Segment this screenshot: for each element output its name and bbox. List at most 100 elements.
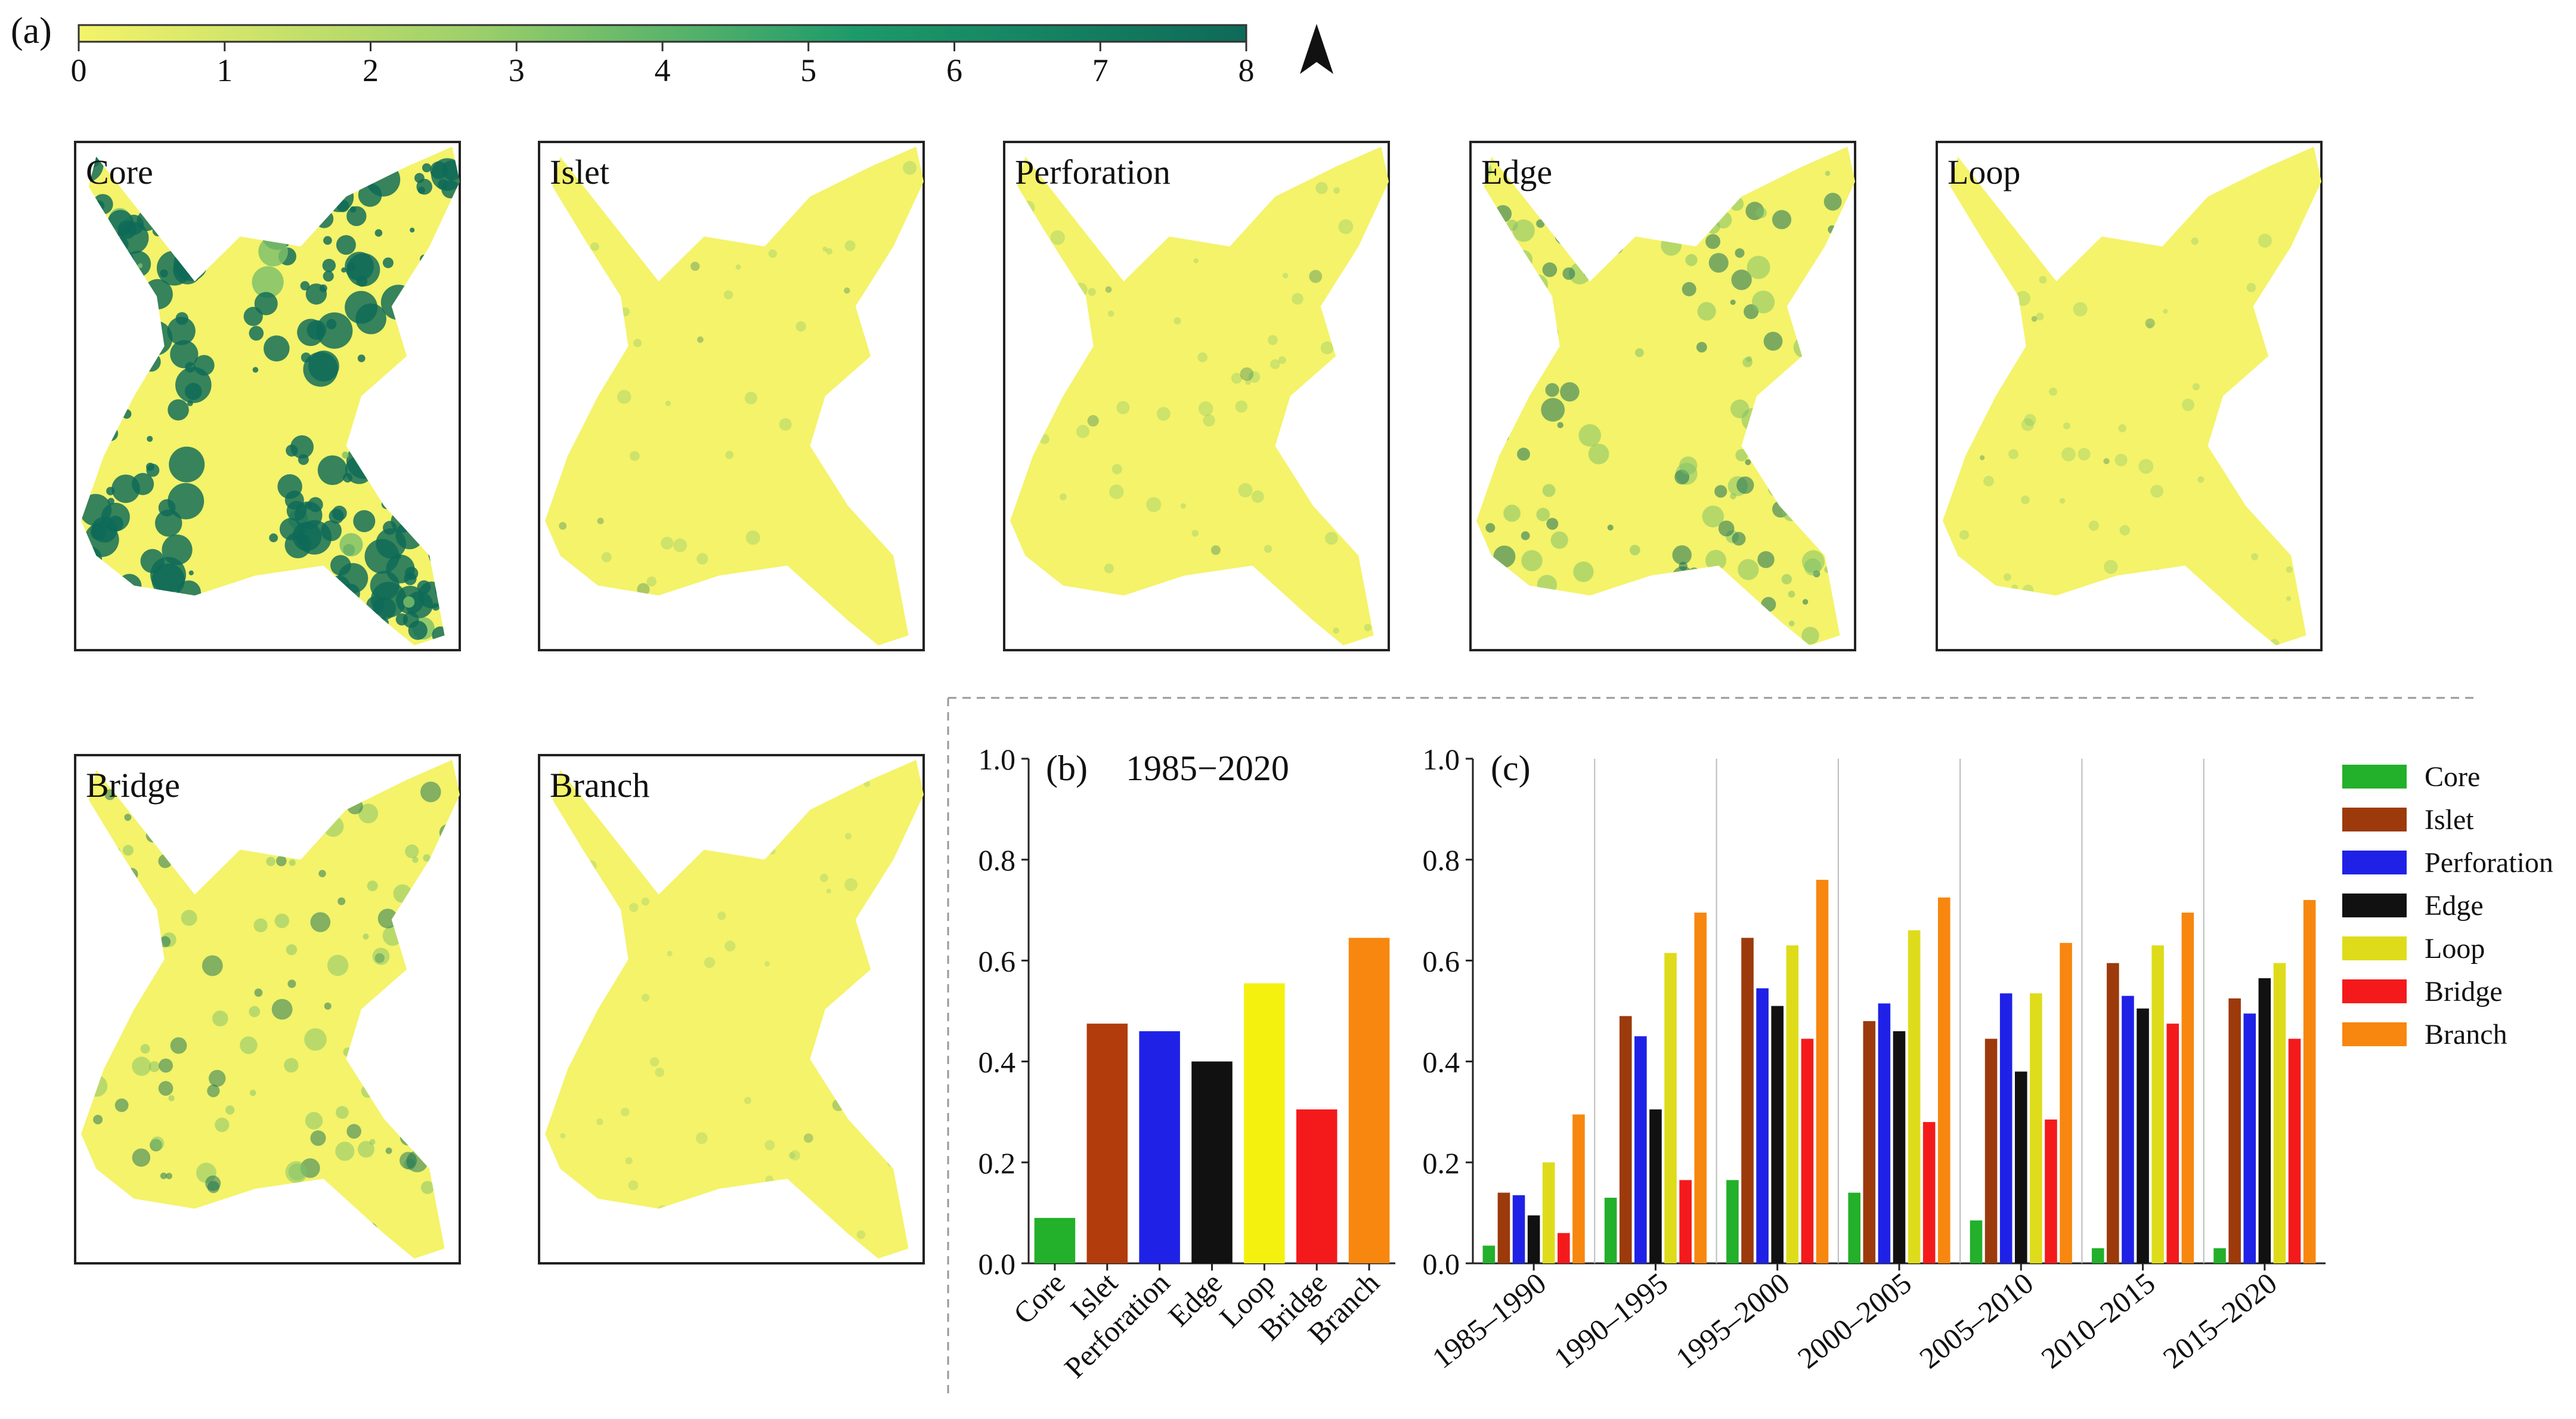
- colorbar-ticks: 0 1 2 3 4 5 6 7 8: [71, 42, 1255, 88]
- map-panel-core: Core: [74, 141, 461, 651]
- bar-loop: [1786, 945, 1799, 1263]
- map-panel-loop: Loop: [1936, 141, 2323, 651]
- bar-branch: [1938, 897, 1950, 1263]
- map-panel-perforation: Perforation: [1003, 141, 1390, 651]
- chart-c-panel-label: (c): [1491, 749, 1531, 788]
- bar-branch: [2060, 942, 2072, 1263]
- bar-branch: [1348, 938, 1390, 1263]
- bar-islet: [1863, 1021, 1876, 1263]
- bar-edge: [2137, 1008, 2149, 1263]
- y-tick-label: 0.8: [979, 843, 1016, 877]
- y-tick-label: 1.0: [1423, 743, 1460, 776]
- map-region: [1010, 147, 1389, 645]
- legend: Core Islet Perforation Edge Loop Bridge Branch: [2342, 761, 2553, 1050]
- map-panel-edge: Edge: [1469, 141, 1856, 651]
- bar-bridge: [2166, 1024, 2179, 1263]
- legend-label: Perforation: [2425, 847, 2553, 879]
- y-tick-label: 0.8: [1423, 843, 1460, 877]
- colorbar-tick-label: 7: [1092, 52, 1109, 88]
- colorbar-tick-label: 2: [363, 52, 379, 88]
- colorbar-tick-label: 6: [946, 52, 962, 88]
- legend-label: Edge: [2425, 890, 2484, 922]
- colorbar-tick-label: 5: [800, 52, 816, 88]
- colorbar-tick-label: 1: [216, 52, 233, 88]
- bar-edge: [1649, 1109, 1662, 1263]
- bar-edge: [1527, 1215, 1540, 1263]
- x-tick-label: 2005–2010: [1913, 1266, 2039, 1375]
- y-tick-label: 1.0: [979, 743, 1016, 776]
- legend-swatch: [2342, 936, 2407, 960]
- bar-edge: [2014, 1071, 2027, 1263]
- bar-bridge: [1296, 1109, 1337, 1263]
- bar-edge: [1191, 1061, 1233, 1263]
- map-panel-branch: Branch: [538, 754, 925, 1265]
- legend-swatch: [2342, 808, 2407, 831]
- colorbar: [78, 24, 1247, 43]
- bar-islet: [2228, 998, 2241, 1263]
- bar-edge: [1893, 1031, 1906, 1263]
- map-panel-bridge: Bridge: [74, 754, 461, 1265]
- bar-bridge: [1922, 1122, 1936, 1263]
- bar-islet: [1497, 1192, 1510, 1263]
- y-tick-label: 0.6: [1423, 944, 1460, 978]
- map-title: Islet: [550, 153, 609, 191]
- bar-loop: [2030, 993, 2042, 1263]
- bar-perforation: [2243, 1013, 2256, 1263]
- colorbar-tick-label: 0: [71, 52, 87, 88]
- bar-loop: [2273, 963, 2286, 1263]
- legend-swatch: [2342, 979, 2407, 1003]
- bar-perforation: [1878, 1003, 1891, 1263]
- y-tick-label: 0.0: [979, 1247, 1016, 1281]
- x-tick-label: 2015–2020: [2157, 1266, 2283, 1375]
- legend-label: Branch: [2425, 1019, 2507, 1050]
- x-tick-label: 1995–2000: [1670, 1266, 1796, 1375]
- legend-label: Bridge: [2425, 976, 2503, 1007]
- bar-islet: [1619, 1016, 1632, 1263]
- bar-loop: [1542, 1162, 1555, 1263]
- y-tick-label: 0.0: [1423, 1247, 1460, 1281]
- map-title: Loop: [1948, 153, 2020, 191]
- chart-b-panel-label: (b): [1046, 749, 1088, 788]
- north-arrow-icon: [1300, 24, 1333, 74]
- bar-islet: [2107, 963, 2119, 1263]
- y-tick-label: 0.6: [979, 944, 1016, 978]
- bar-core: [1604, 1198, 1617, 1263]
- bar-loop: [1244, 983, 1285, 1263]
- bar-core: [1726, 1180, 1739, 1263]
- legend-label: Core: [2425, 761, 2480, 793]
- bar-bridge: [1558, 1233, 1570, 1263]
- bar-branch: [2303, 899, 2316, 1263]
- legend-label: Loop: [2425, 933, 2485, 964]
- bar-perforation: [1634, 1036, 1647, 1263]
- colorbar-tick-label: 8: [1239, 52, 1255, 88]
- legend-swatch: [2342, 894, 2407, 917]
- map-region: [81, 760, 460, 1259]
- bar-core: [1034, 1217, 1076, 1263]
- bar-islet: [1086, 1024, 1128, 1263]
- map-title: Branch: [550, 766, 650, 805]
- x-tick-label: Core: [1007, 1266, 1071, 1330]
- chart-b: (b) 1985−2020 0.00.20.40.60.81.0CoreIsle…: [979, 743, 1395, 1384]
- y-tick-label: 0.2: [1423, 1146, 1460, 1180]
- bar-perforation: [1512, 1195, 1525, 1263]
- colorbar-tick-label: 4: [655, 52, 671, 88]
- bar-loop: [1908, 930, 1921, 1263]
- bar-perforation: [1999, 993, 2012, 1263]
- legend-swatch: [2342, 851, 2407, 874]
- bar-edge: [1771, 1006, 1784, 1263]
- bar-branch: [2181, 913, 2194, 1263]
- chart-c: (c) 0.0 0.2 0.4 0.6 0.8 1.0 1985–19901990–1995…: [1423, 743, 2326, 1375]
- bar-perforation: [1139, 1031, 1180, 1263]
- x-tick-label: 1985–1990: [1426, 1266, 1552, 1375]
- bar-core: [1482, 1245, 1496, 1263]
- legend-swatch: [2342, 765, 2407, 789]
- x-tick-label: 2000–2005: [1791, 1266, 1918, 1375]
- bar-branch: [1572, 1114, 1585, 1263]
- bar-edge: [2258, 978, 2271, 1263]
- bar-core: [1848, 1192, 1860, 1263]
- x-tick-label: Edge: [1162, 1266, 1228, 1333]
- bar-perforation: [2122, 996, 2134, 1263]
- bar-bridge: [2045, 1119, 2057, 1263]
- bar-branch: [1694, 913, 1707, 1263]
